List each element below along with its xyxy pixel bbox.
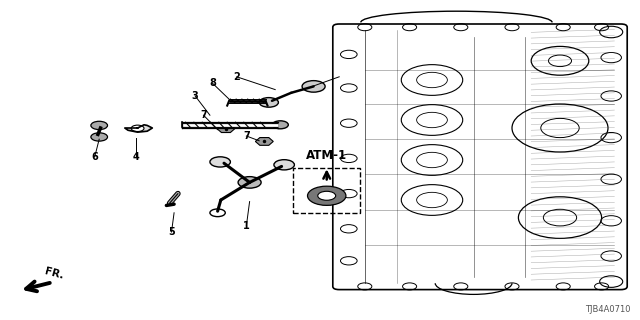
Text: 1: 1 [243, 220, 250, 231]
Circle shape [274, 160, 294, 170]
Text: 3: 3 [192, 91, 198, 101]
Text: 8: 8 [209, 78, 216, 88]
Text: 6: 6 [92, 152, 98, 162]
Polygon shape [255, 138, 273, 145]
Circle shape [131, 125, 144, 132]
Text: 7: 7 [243, 131, 250, 141]
Circle shape [302, 81, 325, 92]
Circle shape [210, 157, 230, 167]
Polygon shape [217, 125, 235, 132]
Text: 5: 5 [168, 227, 175, 237]
Circle shape [238, 177, 261, 188]
Circle shape [318, 191, 336, 200]
Circle shape [91, 121, 108, 130]
Text: TJB4A0710: TJB4A0710 [585, 305, 630, 314]
Text: ATM-1: ATM-1 [306, 149, 348, 162]
Circle shape [308, 186, 346, 205]
Text: 2: 2 [234, 72, 240, 82]
Text: 4: 4 [133, 152, 140, 162]
Circle shape [259, 98, 278, 107]
Text: 7: 7 [200, 110, 207, 120]
Ellipse shape [273, 121, 288, 129]
Circle shape [91, 133, 108, 141]
Text: FR.: FR. [44, 266, 65, 281]
Circle shape [210, 209, 225, 217]
Bar [293, 168, 360, 213]
Polygon shape [125, 125, 152, 132]
